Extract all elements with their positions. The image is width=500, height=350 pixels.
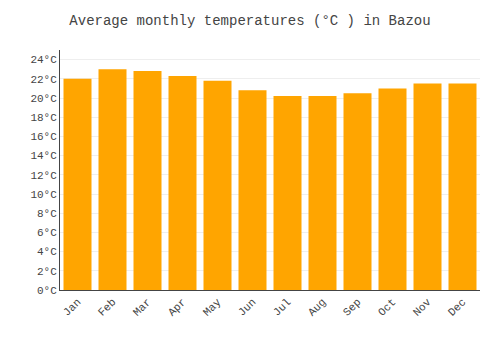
svg-text:Aug: Aug: [306, 296, 328, 318]
svg-text:20°C: 20°C: [30, 93, 57, 105]
svg-text:2°C: 2°C: [37, 266, 57, 278]
svg-text:12°C: 12°C: [30, 170, 57, 182]
svg-text:0°C: 0°C: [37, 285, 57, 297]
svg-text:6°C: 6°C: [37, 227, 57, 239]
svg-text:Jan: Jan: [61, 296, 83, 318]
svg-text:10°C: 10°C: [30, 189, 57, 201]
svg-text:24°C: 24°C: [30, 54, 57, 66]
svg-text:18°C: 18°C: [30, 112, 57, 124]
svg-text:22°C: 22°C: [30, 74, 57, 86]
svg-text:Oct: Oct: [376, 296, 398, 318]
svg-text:Jul: Jul: [271, 296, 293, 318]
svg-text:Sep: Sep: [341, 296, 363, 318]
svg-text:Average monthly temperatures (: Average monthly temperatures (°C ) in Ba…: [69, 13, 430, 29]
svg-text:Dec: Dec: [446, 296, 468, 318]
svg-text:May: May: [201, 296, 224, 319]
svg-text:Mar: Mar: [131, 296, 153, 318]
svg-text:4°C: 4°C: [37, 246, 57, 258]
svg-text:14°C: 14°C: [30, 150, 57, 162]
svg-text:Apr: Apr: [166, 296, 188, 318]
svg-text:Feb: Feb: [96, 296, 118, 318]
svg-text:Nov: Nov: [411, 296, 434, 319]
svg-text:16°C: 16°C: [30, 131, 57, 143]
svg-text:Jun: Jun: [236, 296, 258, 318]
svg-text:8°C: 8°C: [37, 208, 57, 220]
